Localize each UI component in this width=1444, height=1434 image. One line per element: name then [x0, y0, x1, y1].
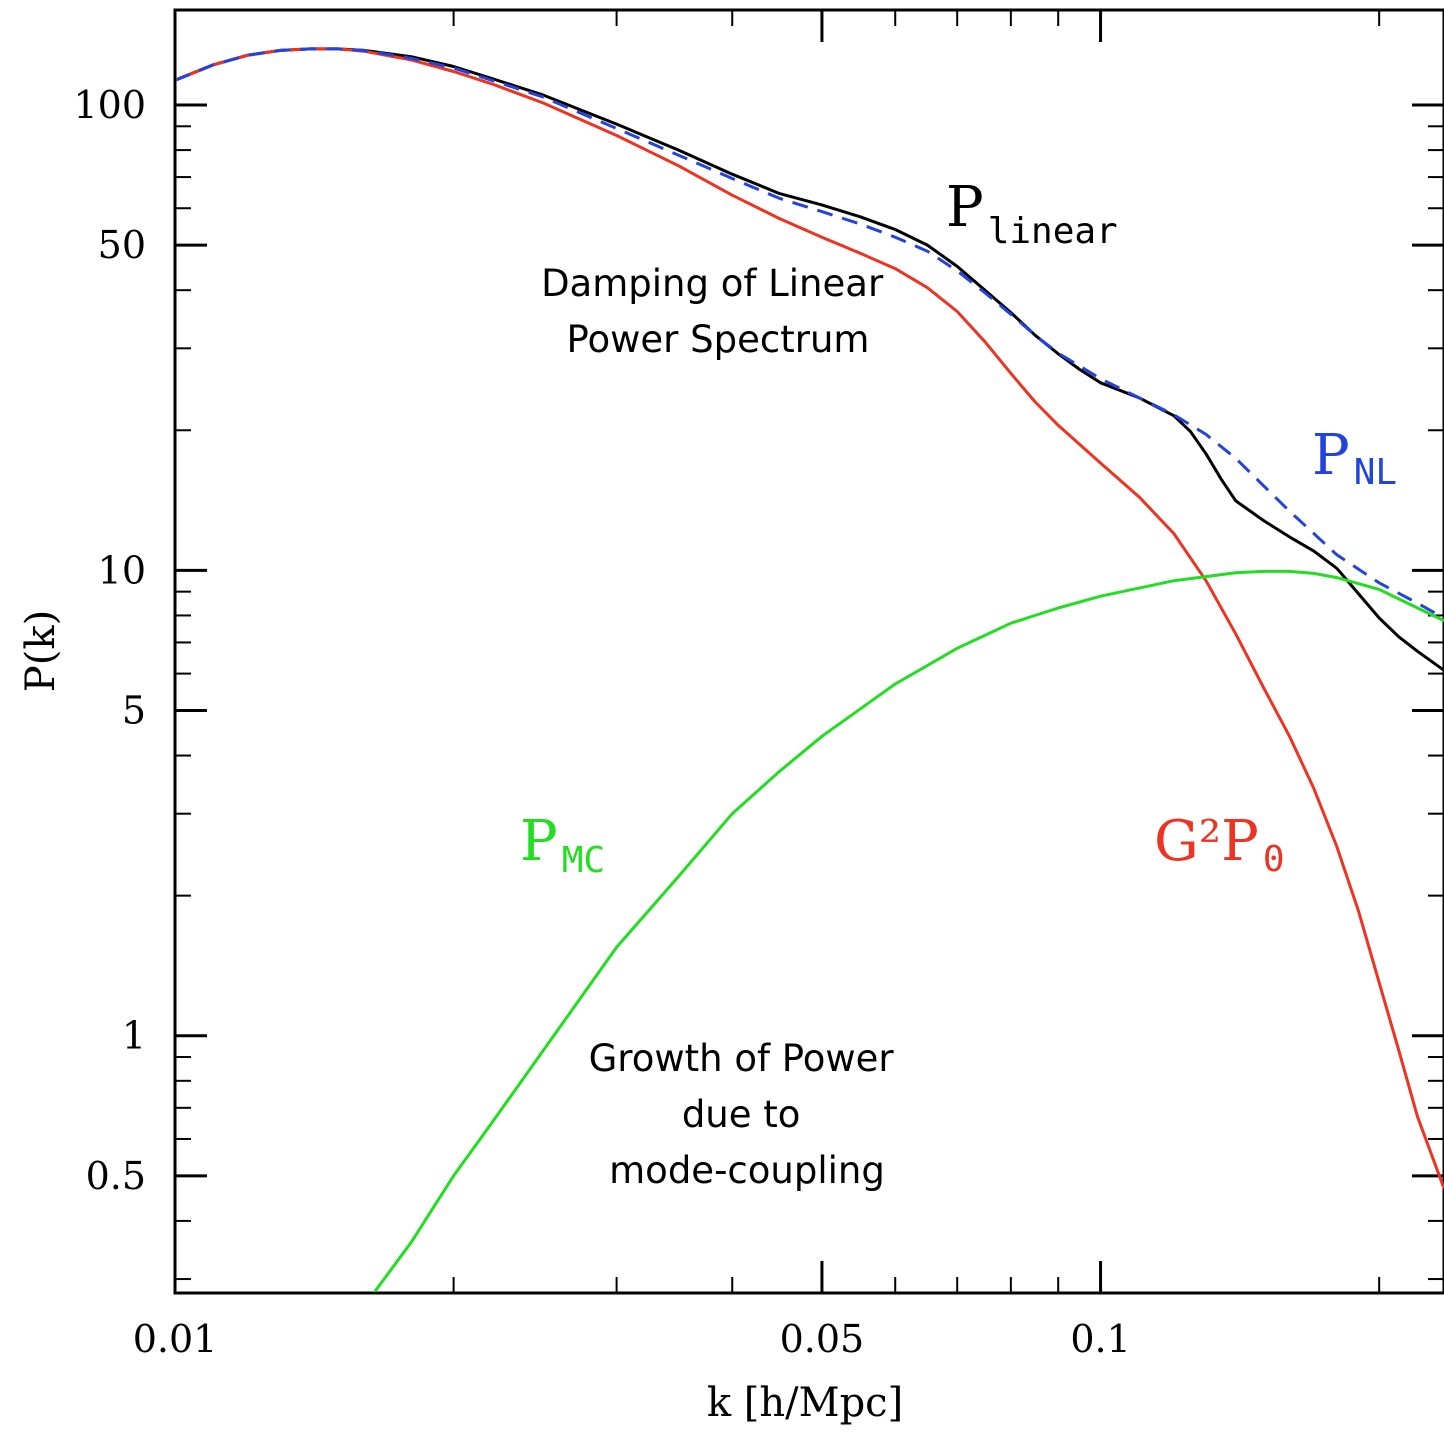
y-tick-label: 0.5 — [86, 1154, 146, 1198]
growth-note-line-2: due to — [682, 1093, 801, 1136]
x-tick-label: 0.1 — [1070, 1317, 1130, 1361]
y-tick-label: 1 — [122, 1014, 146, 1058]
label-g2p0-main: G²P — [1154, 809, 1259, 874]
label-g2p0: G²P 0 — [1154, 809, 1285, 880]
label-p-mc-sub: MC — [562, 840, 605, 881]
damping-note: Damping of Linear Power Spectrum — [541, 262, 895, 361]
label-p-linear-sub: linear — [988, 211, 1118, 252]
series-lines — [176, 47, 1444, 1292]
label-p-nl-main: P — [1312, 423, 1350, 488]
tick-labels: 0.01 0.05 0.1 0.5 1 5 10 50 100 — [73, 83, 1130, 1361]
growth-note-line-1: Growth of Power — [589, 1037, 895, 1080]
y-tick-label: 10 — [98, 548, 146, 592]
series-line-g2p0 — [176, 47, 1444, 1189]
damping-note-line-1: Damping of Linear — [541, 262, 884, 305]
x-tick-label: 0.01 — [133, 1317, 218, 1361]
label-p-mc: P MC — [520, 809, 605, 881]
label-p-mc-main: P — [520, 809, 558, 874]
label-p-linear-main: P — [946, 175, 984, 240]
y-axis-title: P(k) — [18, 610, 64, 692]
label-g2p0-sub: 0 — [1263, 839, 1285, 880]
growth-note: Growth of Power due to mode-coupling — [589, 1037, 906, 1192]
y-tick-label: 5 — [122, 688, 146, 732]
plot-frame — [173, 8, 1444, 1295]
growth-note-line-3: mode-coupling — [609, 1149, 885, 1192]
label-p-nl-sub: NL — [1354, 452, 1397, 493]
series-line-nl — [176, 47, 1444, 620]
y-tick-label: 50 — [98, 223, 146, 267]
x-axis-title: k [h/Mpc] — [707, 1380, 903, 1426]
y-tick-label: 100 — [73, 83, 146, 127]
damping-note-line-2: Power Spectrum — [567, 318, 870, 361]
x-tick-label: 0.05 — [780, 1317, 865, 1361]
series-line-mc — [372, 569, 1444, 1292]
series-line-linear — [176, 47, 1444, 672]
label-p-nl: P NL — [1312, 423, 1397, 493]
major-ticks — [173, 10, 1444, 1293]
